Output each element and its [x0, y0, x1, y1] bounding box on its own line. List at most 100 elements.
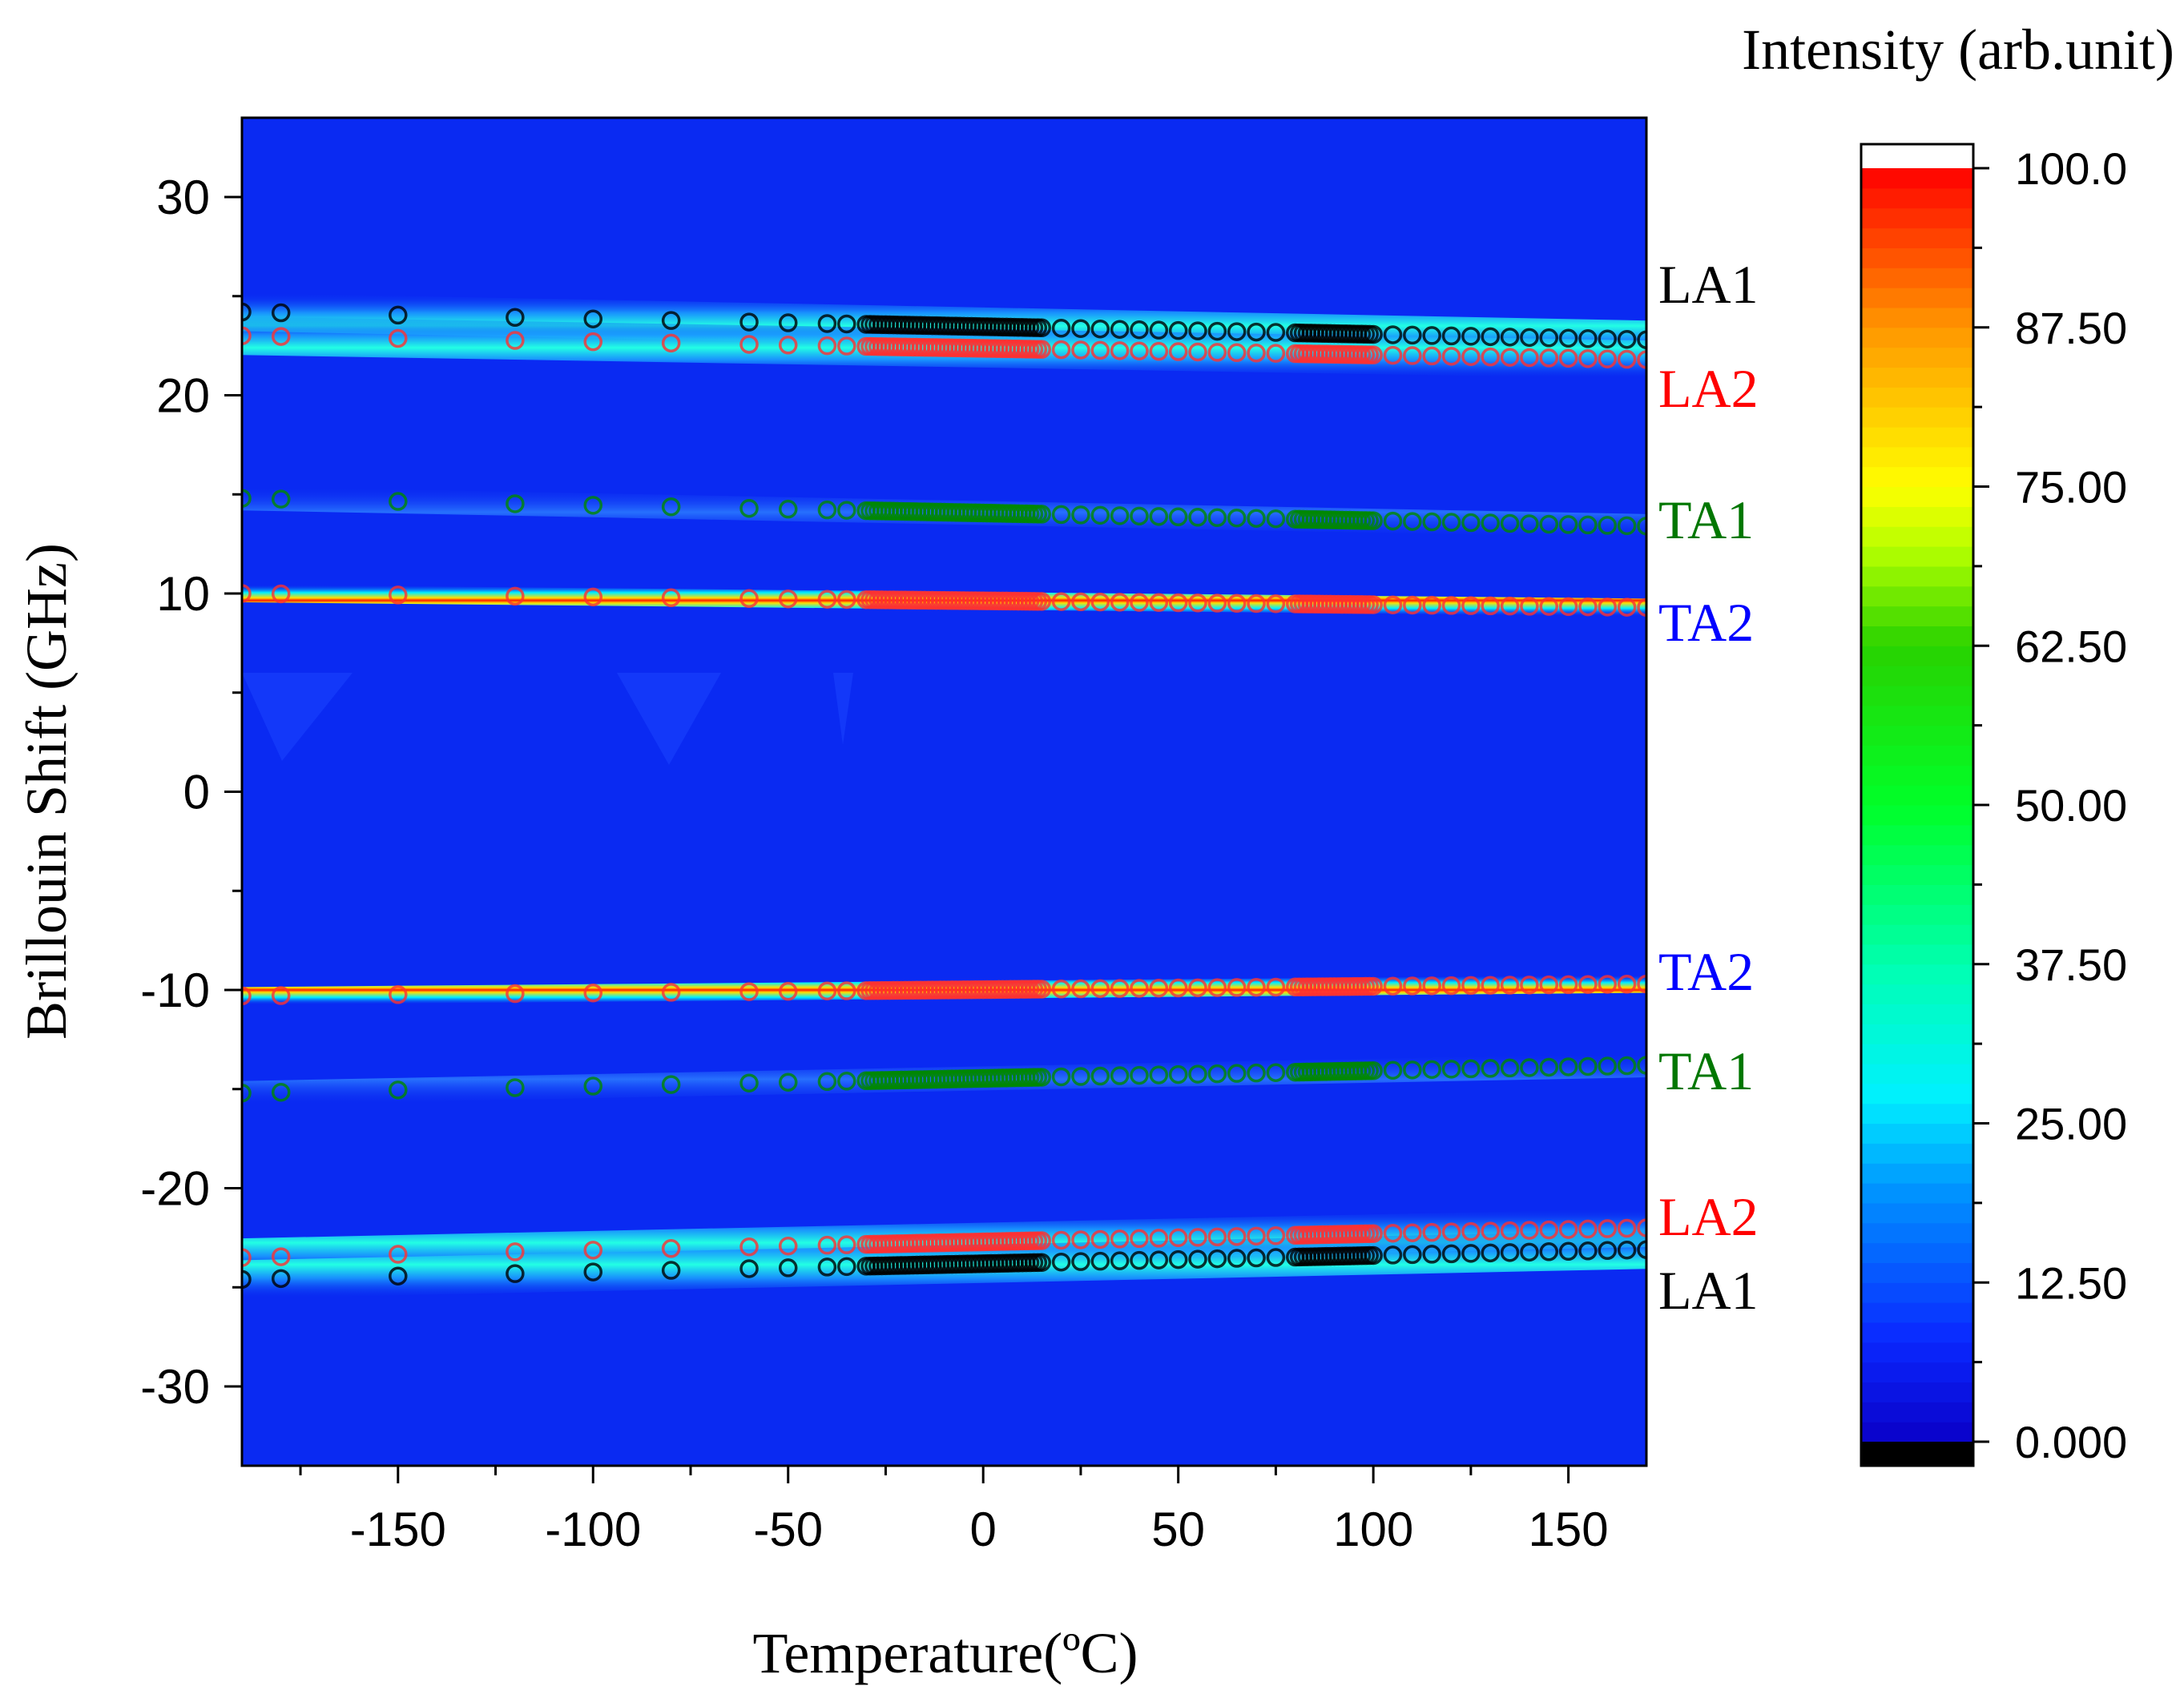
data-point — [1617, 1056, 1637, 1076]
data-point — [271, 303, 291, 323]
data-point — [817, 1072, 837, 1092]
data-point — [1207, 978, 1227, 997]
data-point — [1110, 1066, 1130, 1085]
data-point — [1461, 976, 1481, 996]
series-label: LA2 — [1658, 358, 1759, 419]
data-point — [1188, 321, 1207, 340]
colorbar-segment — [1861, 824, 1973, 846]
data-point — [1168, 320, 1188, 340]
data-point — [1071, 319, 1090, 338]
x-tick-label: -150 — [350, 1503, 446, 1556]
data-point — [1403, 976, 1422, 996]
data-point — [1364, 595, 1383, 614]
data-point — [242, 1083, 252, 1103]
data-point — [1266, 323, 1286, 342]
data-point — [1266, 1063, 1286, 1082]
data-point — [1168, 1249, 1188, 1269]
data-point — [1247, 593, 1266, 614]
colorbar-segment — [1861, 725, 1973, 746]
data-point — [1149, 593, 1169, 613]
data-point — [1461, 327, 1481, 346]
colorbar-segment — [1861, 268, 1973, 288]
colorbar-segment — [1861, 805, 1973, 826]
colorbar-segment — [1861, 705, 1973, 726]
colorbar-tick-label: 75.00 — [2015, 462, 2127, 513]
data-point — [1207, 1227, 1227, 1247]
data-point — [1266, 594, 1286, 614]
colorbar-segment — [1861, 1004, 1973, 1024]
data-point — [1188, 1249, 1207, 1269]
data-point — [1149, 1065, 1169, 1084]
data-point — [1227, 978, 1247, 997]
data-point — [1168, 507, 1188, 527]
data-point — [1461, 1244, 1481, 1263]
data-point — [739, 982, 759, 1001]
data-point — [1558, 348, 1578, 368]
data-point — [1149, 320, 1169, 340]
data-point — [242, 326, 252, 345]
data-point — [1441, 1244, 1461, 1264]
data-point — [817, 314, 837, 333]
data-point — [1403, 1245, 1422, 1265]
data-point — [1032, 592, 1051, 611]
data-point — [583, 1076, 602, 1096]
colorbar-tick-label: 25.00 — [2015, 1099, 2127, 1149]
data-point — [1110, 979, 1130, 998]
colorbar-segment — [1861, 207, 1973, 229]
x-tick-label: 100 — [1333, 1503, 1413, 1556]
data-point — [739, 1259, 759, 1278]
data-point — [1207, 343, 1227, 362]
data-point — [1247, 977, 1266, 997]
data-point — [1130, 979, 1149, 998]
data-point — [1364, 1245, 1383, 1265]
y-tick-label: 10 — [156, 567, 210, 621]
data-point — [1071, 505, 1090, 525]
y-axis: 30 20 10 0 -10 -20 -30 — [140, 171, 242, 1414]
colorbar-title: Intensity (arb.unit) — [1742, 18, 2174, 82]
colorbar-segment — [1861, 924, 1973, 945]
data-point — [1110, 341, 1130, 360]
data-point — [583, 587, 602, 607]
data-point — [817, 589, 837, 609]
colorbar-over — [1861, 144, 1973, 168]
data-point — [837, 336, 856, 356]
data-point — [506, 586, 525, 606]
y-tick-label: 30 — [156, 171, 210, 224]
colorbar-segment — [1861, 864, 1973, 885]
colorbar-segment — [1861, 1103, 1973, 1125]
data-point — [778, 313, 798, 332]
data-point — [1461, 347, 1481, 366]
data-point — [661, 983, 681, 1002]
data-point — [1051, 1252, 1071, 1272]
data-point — [1188, 593, 1207, 613]
data-point — [1481, 1243, 1500, 1263]
x-tick-label: -50 — [753, 1503, 823, 1556]
data-point — [1130, 320, 1149, 340]
colorbar-under — [1861, 1442, 1973, 1466]
series-label: TA1 — [1658, 1040, 1754, 1101]
data-point — [1461, 1221, 1481, 1241]
data-point — [817, 1257, 837, 1277]
data-point — [837, 589, 856, 610]
data-point — [389, 492, 408, 511]
data-point — [583, 983, 602, 1003]
data-point — [1227, 1064, 1247, 1083]
data-point — [739, 312, 759, 332]
data-point — [1441, 347, 1461, 366]
data-point — [817, 500, 837, 520]
data-point — [1520, 976, 1539, 995]
data-point — [1539, 597, 1559, 616]
data-point — [1578, 597, 1598, 617]
data-point — [506, 984, 525, 1004]
colorbar-segment — [1861, 387, 1973, 408]
data-point — [389, 1245, 408, 1264]
data-point — [1481, 1221, 1500, 1241]
colorbar-segment — [1861, 844, 1973, 866]
data-point — [1598, 1241, 1618, 1261]
data-point — [271, 1269, 291, 1289]
data-point — [1617, 349, 1637, 369]
y-tick-label: 0 — [183, 766, 210, 819]
data-point — [1481, 1059, 1500, 1078]
data-point — [1578, 1241, 1598, 1261]
series-label: TA2 — [1658, 592, 1754, 653]
